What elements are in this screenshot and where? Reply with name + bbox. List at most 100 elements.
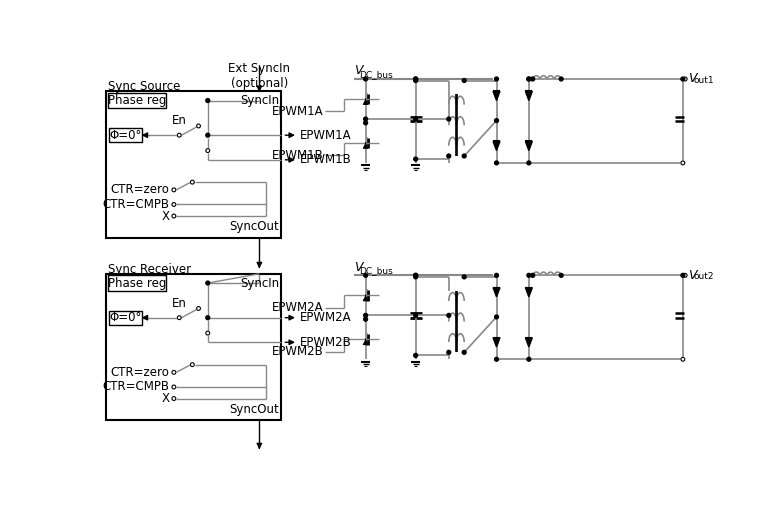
Circle shape: [495, 315, 499, 319]
Polygon shape: [525, 92, 532, 100]
Polygon shape: [493, 287, 500, 297]
Text: out2: out2: [694, 272, 714, 281]
Text: EPWM1B: EPWM1B: [271, 149, 323, 162]
Circle shape: [177, 133, 181, 137]
Text: SyncIn: SyncIn: [240, 277, 279, 290]
Text: Sync Source: Sync Source: [107, 80, 180, 93]
Text: V: V: [354, 261, 362, 274]
Circle shape: [206, 331, 209, 335]
Text: DC_bus: DC_bus: [359, 70, 394, 79]
Circle shape: [414, 273, 418, 277]
Circle shape: [206, 316, 209, 320]
Circle shape: [206, 281, 209, 285]
Circle shape: [364, 317, 368, 321]
Bar: [107, 93, 166, 108]
Circle shape: [414, 313, 418, 317]
Bar: [109, 311, 142, 325]
Bar: [106, 274, 281, 420]
Text: Sync Receiver: Sync Receiver: [107, 263, 191, 276]
Text: CTR=CMPB: CTR=CMPB: [102, 198, 169, 211]
Circle shape: [463, 154, 466, 158]
Text: SyncOut: SyncOut: [229, 403, 279, 416]
Polygon shape: [493, 338, 500, 347]
Polygon shape: [525, 141, 532, 150]
Circle shape: [172, 214, 176, 218]
Circle shape: [681, 161, 684, 165]
Circle shape: [527, 273, 531, 277]
Circle shape: [414, 77, 418, 81]
Bar: [106, 92, 281, 238]
Polygon shape: [493, 141, 500, 150]
Circle shape: [683, 77, 687, 81]
Text: EPWM2B: EPWM2B: [300, 336, 352, 349]
Circle shape: [172, 397, 176, 401]
Circle shape: [447, 313, 451, 317]
Text: EPWM2A: EPWM2A: [300, 311, 352, 324]
Circle shape: [463, 275, 466, 279]
Text: V: V: [688, 269, 697, 282]
Text: Ext SyncIn
(optional): Ext SyncIn (optional): [228, 62, 290, 90]
Circle shape: [172, 188, 176, 192]
Circle shape: [172, 203, 176, 206]
Circle shape: [495, 118, 499, 123]
Circle shape: [364, 273, 368, 277]
Circle shape: [681, 273, 684, 277]
Text: X: X: [162, 209, 169, 222]
Circle shape: [527, 77, 531, 81]
Circle shape: [527, 77, 531, 81]
Text: out1: out1: [694, 76, 714, 85]
Bar: [109, 128, 142, 142]
Circle shape: [206, 133, 209, 137]
Circle shape: [447, 351, 451, 354]
Circle shape: [681, 357, 684, 361]
Circle shape: [414, 273, 418, 277]
Circle shape: [683, 273, 687, 277]
Circle shape: [206, 99, 209, 102]
Circle shape: [206, 149, 209, 153]
Text: CTR=CMPB: CTR=CMPB: [102, 381, 169, 393]
Text: EPWM1B: EPWM1B: [300, 154, 352, 166]
Circle shape: [364, 77, 368, 81]
Text: V: V: [688, 72, 697, 85]
Circle shape: [364, 313, 368, 317]
Circle shape: [527, 357, 531, 361]
Circle shape: [559, 77, 563, 81]
Text: SyncOut: SyncOut: [229, 220, 279, 233]
Circle shape: [414, 77, 418, 81]
Bar: [107, 276, 166, 291]
Circle shape: [495, 357, 499, 361]
Circle shape: [495, 161, 499, 165]
Circle shape: [172, 370, 176, 374]
Circle shape: [414, 354, 418, 357]
Text: X: X: [162, 392, 169, 405]
Circle shape: [495, 273, 499, 277]
Circle shape: [527, 161, 531, 165]
Text: CTR=zero: CTR=zero: [111, 184, 169, 196]
Circle shape: [447, 154, 451, 158]
Circle shape: [559, 273, 563, 277]
Circle shape: [364, 117, 368, 121]
Polygon shape: [525, 287, 532, 297]
Circle shape: [197, 307, 201, 310]
Circle shape: [191, 180, 194, 184]
Circle shape: [172, 385, 176, 389]
Circle shape: [414, 79, 418, 82]
Text: En: En: [172, 297, 187, 310]
Circle shape: [177, 316, 181, 320]
Text: Phase reg: Phase reg: [107, 277, 166, 290]
Circle shape: [414, 157, 418, 161]
Circle shape: [414, 117, 418, 121]
Circle shape: [463, 79, 466, 82]
Text: Phase reg: Phase reg: [107, 94, 166, 107]
Polygon shape: [525, 338, 532, 347]
Text: SyncIn: SyncIn: [240, 94, 279, 107]
Text: DC_bus: DC_bus: [359, 266, 394, 276]
Text: EPWM2A: EPWM2A: [271, 301, 323, 314]
Circle shape: [531, 77, 535, 81]
Text: EPWM1A: EPWM1A: [300, 129, 352, 142]
Circle shape: [447, 117, 451, 121]
Circle shape: [197, 124, 201, 128]
Text: V: V: [354, 65, 362, 78]
Circle shape: [531, 273, 535, 277]
Text: Φ=0°: Φ=0°: [109, 129, 142, 142]
